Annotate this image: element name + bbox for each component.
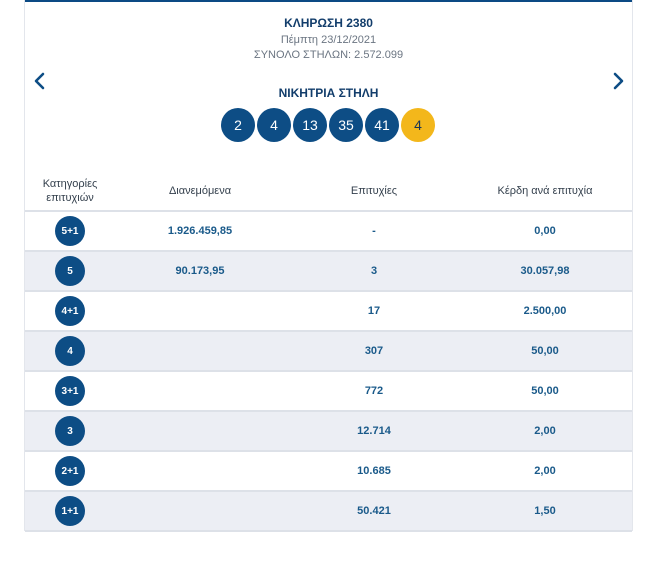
header-distributed: Διανεμόμενα xyxy=(168,185,232,197)
distributed-cell xyxy=(125,372,275,410)
table-row: 4+1 17 2.500,00 xyxy=(25,292,632,332)
winning-column-label: ΝΙΚΗΤΡΙΑ ΣΤΗΛΗ xyxy=(278,86,379,100)
prize-cell: 2,00 xyxy=(534,465,556,477)
distributed-cell xyxy=(125,332,275,370)
prize-cell: 2,00 xyxy=(534,425,556,437)
distributed-cell xyxy=(125,492,275,530)
chevron-right-icon xyxy=(613,72,624,90)
winning-numbers: 2 4 13 35 41 4 xyxy=(221,108,435,144)
category-badge: 2+1 xyxy=(55,456,85,486)
winning-number-ball: 2 xyxy=(221,108,255,142)
winners-cell: 50.421 xyxy=(357,505,391,517)
prize-cell: 1,50 xyxy=(534,505,556,517)
header-winners: Επιτυχίες xyxy=(350,185,398,197)
prize-cell: 2.500,00 xyxy=(523,305,567,317)
table-row: 3+1 772 50,00 xyxy=(25,372,632,412)
table-row: 2+1 10.685 2,00 xyxy=(25,452,632,492)
table-header: Κατηγορίες επιτυχιών Διανεμόμενα Επιτυχί… xyxy=(25,172,632,212)
table-row: 5+1 1.926.459,85 - 0,00 xyxy=(25,212,632,252)
distributed-cell: 90.173,95 xyxy=(175,265,225,277)
prize-cell: 30.057,98 xyxy=(520,265,570,277)
category-badge: 1+1 xyxy=(55,496,85,526)
distributed-cell xyxy=(125,452,275,490)
next-draw-button[interactable] xyxy=(609,70,627,92)
category-badge: 4 xyxy=(55,336,85,366)
distributed-cell: 1.926.459,85 xyxy=(167,225,233,237)
winners-cell: - xyxy=(372,225,376,237)
category-badge: 5 xyxy=(55,256,85,286)
previous-draw-button[interactable] xyxy=(31,70,49,92)
winners-cell: 307 xyxy=(364,345,384,357)
table-row: 3 12.714 2,00 xyxy=(25,412,632,452)
table-row: 5 90.173,95 3 30.057,98 xyxy=(25,252,632,292)
category-badge: 4+1 xyxy=(55,296,85,326)
draw-results-card: ΚΛΗΡΩΣΗ 2380 Πέμπτη 23/12/2021 ΣΥΝΟΛΟ ΣΤ… xyxy=(24,0,633,532)
header-prize: Κέρδη ανά επιτυχία xyxy=(497,185,593,197)
winners-cell: 12.714 xyxy=(357,425,391,437)
draw-title: ΚΛΗΡΩΣΗ 2380 xyxy=(284,16,373,30)
winners-cell: 10.685 xyxy=(357,465,391,477)
prize-cell: 50,00 xyxy=(531,345,559,357)
prize-cell: 50,00 xyxy=(531,385,559,397)
winning-number-ball: 4 xyxy=(257,108,291,142)
table-row: 1+1 50.421 1,50 xyxy=(25,492,632,532)
winning-number-ball: 41 xyxy=(365,108,399,142)
prize-cell: 0,00 xyxy=(534,225,556,237)
draw-date: Πέμπτη 23/12/2021 xyxy=(280,34,377,46)
chevron-left-icon xyxy=(34,72,45,90)
category-badge: 3+1 xyxy=(55,376,85,406)
table-row: 4 307 50,00 xyxy=(25,332,632,372)
winning-number-ball: 13 xyxy=(293,108,327,142)
category-badge: 5+1 xyxy=(55,216,85,246)
winners-cell: 17 xyxy=(367,305,381,317)
header-category: Κατηγορίες επιτυχιών xyxy=(42,178,98,204)
joker-number-ball: 4 xyxy=(401,108,435,142)
distributed-cell xyxy=(125,412,275,450)
top-accent-line xyxy=(25,0,632,2)
category-badge: 3 xyxy=(55,416,85,446)
distributed-cell xyxy=(125,292,275,330)
winners-cell: 3 xyxy=(370,265,378,277)
winning-number-ball: 35 xyxy=(329,108,363,142)
winners-cell: 772 xyxy=(364,385,384,397)
draw-total-columns: ΣΥΝΟΛΟ ΣΤΗΛΩΝ: 2.572.099 xyxy=(253,49,404,61)
